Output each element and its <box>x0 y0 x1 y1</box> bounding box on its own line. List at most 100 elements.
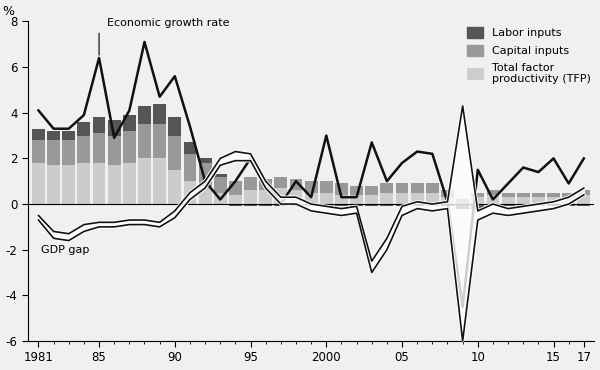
Bar <box>395 193 409 204</box>
Bar <box>62 131 75 140</box>
Bar <box>441 204 454 206</box>
Bar <box>169 117 181 135</box>
Bar <box>547 197 560 204</box>
Bar <box>153 104 166 124</box>
Bar <box>426 204 439 206</box>
Bar <box>153 124 166 158</box>
Bar <box>411 193 424 204</box>
Text: GDP gap: GDP gap <box>41 245 90 255</box>
Bar <box>153 158 166 204</box>
Bar <box>123 131 136 163</box>
Bar <box>350 186 363 195</box>
Bar <box>305 181 317 193</box>
Bar <box>169 170 181 204</box>
Bar <box>350 204 363 206</box>
Bar <box>108 135 121 165</box>
Bar <box>487 204 499 206</box>
Bar <box>517 197 530 204</box>
Bar <box>229 195 242 204</box>
Text: Economic growth rate: Economic growth rate <box>107 18 229 28</box>
Legend: Labor inputs, Capital inputs, Total factor
productivity (TFP): Labor inputs, Capital inputs, Total fact… <box>463 24 595 88</box>
Bar <box>92 117 106 133</box>
Bar <box>77 122 91 135</box>
Bar <box>184 181 196 204</box>
Bar <box>577 190 590 195</box>
Bar <box>244 204 257 206</box>
Bar <box>426 184 439 193</box>
Bar <box>365 186 378 195</box>
Bar <box>441 197 454 204</box>
Bar <box>365 204 378 206</box>
Bar <box>229 204 242 206</box>
Bar <box>335 195 348 204</box>
Bar <box>320 193 333 204</box>
Bar <box>274 204 287 206</box>
Bar <box>305 193 317 204</box>
Bar <box>62 165 75 204</box>
Bar <box>32 140 45 163</box>
Bar <box>456 199 469 204</box>
Bar <box>411 204 424 206</box>
Bar <box>411 184 424 193</box>
Bar <box>259 179 272 190</box>
Bar <box>138 124 151 158</box>
Bar <box>184 142 196 154</box>
Bar <box>138 106 151 124</box>
Bar <box>532 193 545 197</box>
Text: %: % <box>2 5 14 18</box>
Bar <box>199 163 212 186</box>
Bar <box>259 204 272 206</box>
Bar <box>395 204 409 206</box>
Bar <box>244 176 257 190</box>
Bar <box>92 163 106 204</box>
Bar <box>335 204 348 206</box>
Bar <box>562 204 575 206</box>
Bar <box>123 115 136 131</box>
Bar <box>290 204 302 206</box>
Bar <box>244 190 257 204</box>
Bar <box>259 190 272 204</box>
Bar <box>62 140 75 165</box>
Bar <box>472 197 484 204</box>
Bar <box>123 163 136 204</box>
Bar <box>532 197 545 204</box>
Bar <box>32 163 45 204</box>
Bar <box>47 140 60 165</box>
Bar <box>229 181 242 195</box>
Bar <box>562 193 575 197</box>
Bar <box>335 184 348 195</box>
Bar <box>517 204 530 206</box>
Bar <box>502 204 515 206</box>
Bar <box>199 186 212 204</box>
Bar <box>214 174 227 176</box>
Bar <box>441 190 454 197</box>
Bar <box>138 158 151 204</box>
Bar <box>577 204 590 206</box>
Bar <box>380 184 394 193</box>
Bar <box>199 158 212 163</box>
Bar <box>380 204 394 206</box>
Bar <box>426 193 439 204</box>
Bar <box>380 193 394 204</box>
Bar <box>487 195 499 204</box>
Bar <box>47 165 60 204</box>
Bar <box>577 195 590 204</box>
Bar <box>395 184 409 193</box>
Bar <box>320 181 333 193</box>
Bar <box>305 204 317 206</box>
Bar <box>32 129 45 140</box>
Bar <box>562 197 575 204</box>
Bar <box>108 120 121 135</box>
Bar <box>547 193 560 197</box>
Bar <box>517 193 530 197</box>
Bar <box>350 195 363 204</box>
Bar <box>472 193 484 197</box>
Bar <box>532 204 545 206</box>
Bar <box>108 165 121 204</box>
Bar <box>214 176 227 193</box>
Bar <box>184 154 196 181</box>
Bar <box>77 163 91 204</box>
Bar <box>274 176 287 188</box>
Bar <box>365 195 378 204</box>
Bar <box>290 190 302 204</box>
